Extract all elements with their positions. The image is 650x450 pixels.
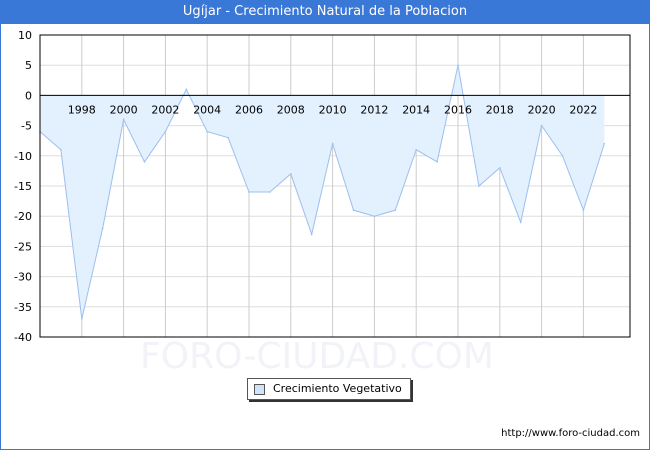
data-point: [290, 173, 292, 175]
data-point: [373, 215, 376, 217]
x-tick-label: 2020: [528, 103, 556, 116]
x-tick-label: 2012: [360, 103, 388, 116]
plot-border: [39, 34, 631, 338]
data-point: [457, 64, 459, 66]
data-point: [331, 142, 334, 145]
y-tick-label: -10: [14, 150, 32, 163]
data-point: [206, 130, 208, 133]
data-point: [81, 318, 83, 320]
data-point: [101, 227, 104, 230]
series-area: [40, 65, 605, 319]
x-tick-label: 2018: [486, 103, 514, 116]
data-point: [540, 124, 543, 127]
y-tick-label: -40: [14, 331, 32, 344]
series-line: [39, 65, 605, 319]
x-tick-label: 2002: [151, 103, 179, 116]
data-point: [269, 191, 271, 193]
x-tick-label: 1998: [68, 103, 96, 116]
chart-title: Ugíjar - Crecimiento Natural de la Pobla…: [0, 0, 650, 24]
x-tick-label: 2014: [402, 103, 430, 116]
data-point: [436, 161, 438, 163]
data-point: [164, 130, 167, 133]
y-tick-label: 5: [25, 59, 32, 72]
y-tick-label: -20: [14, 210, 32, 223]
data-point: [60, 148, 62, 151]
y-tick-label: -15: [14, 180, 32, 193]
x-tick-label: 2004: [193, 103, 221, 116]
data-point: [478, 185, 480, 187]
data-point: [143, 161, 146, 163]
data-point: [561, 155, 564, 157]
data-point: [415, 148, 418, 151]
data-point: [519, 221, 522, 224]
y-tick-label: -25: [14, 240, 32, 253]
x-tick-label: 2016: [444, 103, 472, 116]
data-point: [122, 118, 125, 121]
x-tick-label: 2008: [277, 103, 305, 116]
x-tick-label: 2010: [319, 103, 347, 116]
y-tick-label: -30: [14, 271, 32, 284]
data-point: [310, 233, 313, 236]
data-point: [499, 167, 501, 169]
y-tick-label: -35: [14, 301, 32, 314]
legend-label: Crecimiento Vegetativo: [273, 382, 402, 395]
data-point: [185, 88, 188, 91]
data-point: [394, 209, 397, 211]
data-point: [603, 142, 606, 145]
x-tick-label: 2006: [235, 103, 263, 116]
data-point: [227, 136, 229, 139]
x-tick-label: 2022: [569, 103, 597, 116]
x-tick-label: 2000: [110, 103, 138, 116]
legend-swatch: [254, 383, 265, 395]
watermark: FORO-CIUDAD.COM: [140, 336, 494, 377]
data-point: [248, 191, 250, 193]
source-url: http://www.foro-ciudad.com: [501, 428, 640, 439]
data-point: [582, 209, 585, 211]
data-point: [352, 209, 355, 211]
y-tick-label: 0: [25, 89, 32, 102]
y-tick-label: -5: [21, 120, 32, 133]
y-tick-label: 10: [18, 29, 32, 42]
legend: Crecimiento Vegetativo: [247, 378, 411, 400]
